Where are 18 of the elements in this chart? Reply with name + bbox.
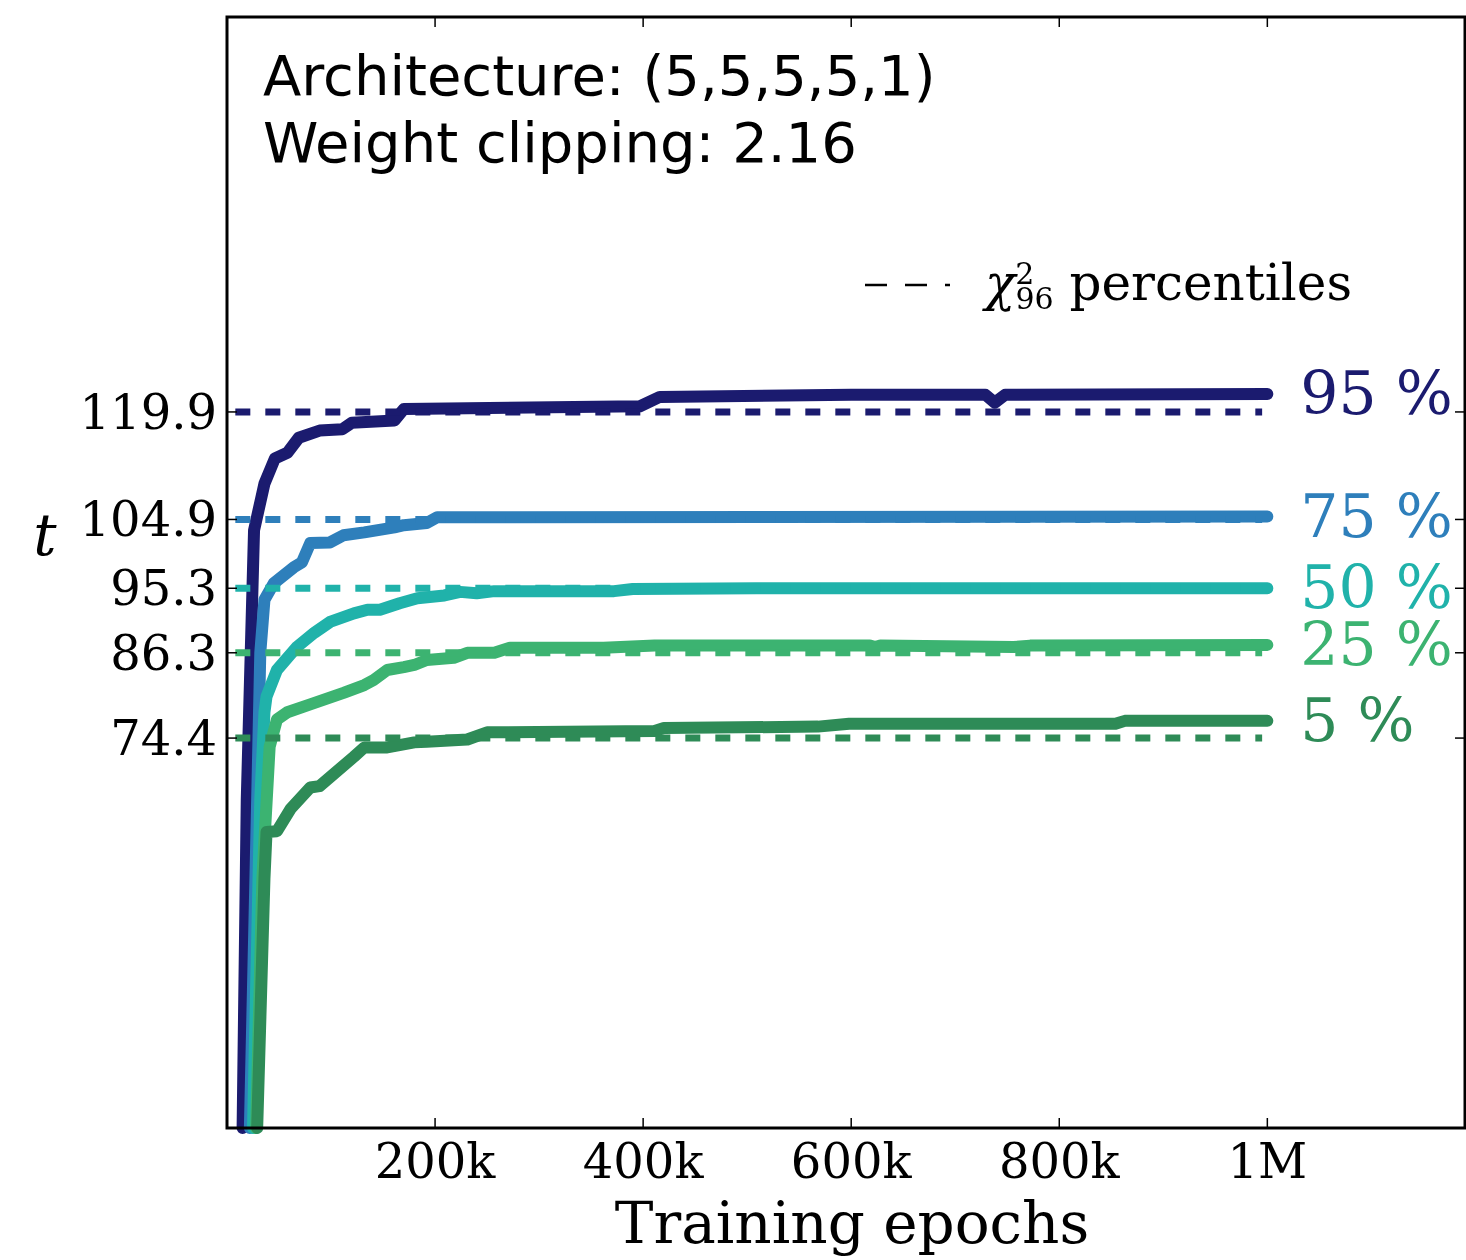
x-tick-label: 200k (374, 1133, 497, 1189)
x-tick-label: 1M (1227, 1133, 1308, 1189)
series-label: 5 % (1300, 684, 1415, 755)
y-tick-label: 86.3 (110, 624, 217, 681)
annotation: Weight clipping: 2.16 (263, 110, 857, 175)
x-tick-label: 400k (582, 1133, 705, 1189)
y-tick-label: 119.9 (79, 383, 217, 440)
x-tick-label: 800k (998, 1133, 1121, 1189)
y-tick-label: 74.4 (110, 709, 217, 766)
y-axis-title: t (33, 501, 58, 569)
x-axis-title: Training epochs (614, 1189, 1090, 1257)
annotation: χ$^{2}$$_{96}$ percentiles (982, 254, 1353, 316)
annotation: Architecture: (5,5,5,5,1) (263, 43, 936, 108)
series-label: 95 % (1300, 358, 1453, 429)
x-tick-label: 600k (790, 1133, 913, 1189)
y-tick-label: 104.9 (79, 491, 217, 548)
series-label: 75 % (1300, 480, 1453, 551)
y-tick-label: 95.3 (110, 560, 217, 617)
